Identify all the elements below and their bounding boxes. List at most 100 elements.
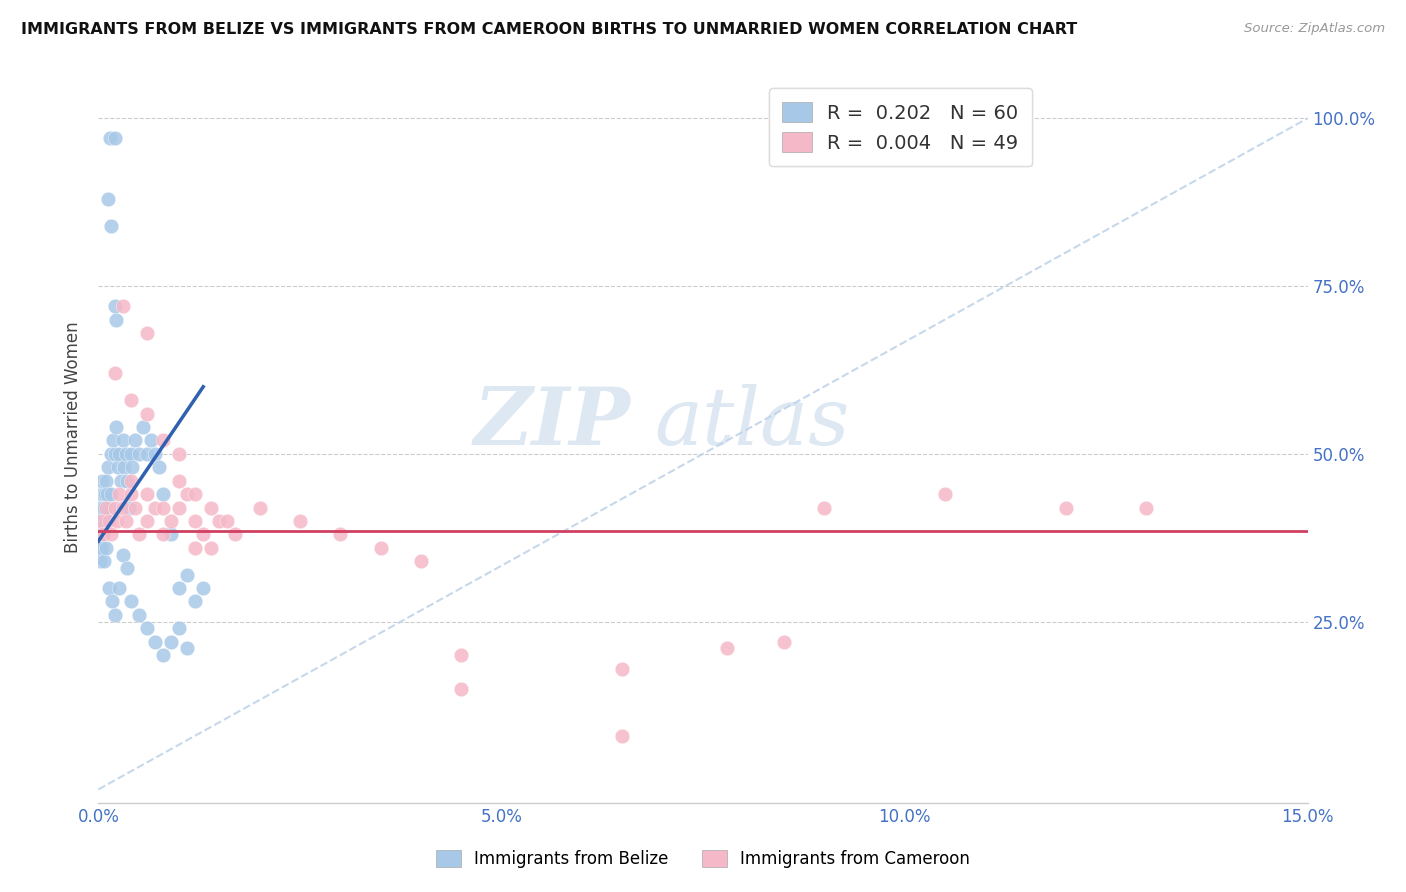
Point xyxy=(90,527,112,541)
Point xyxy=(105,514,128,528)
Point xyxy=(120,487,142,501)
Point xyxy=(97,192,120,206)
Point xyxy=(135,514,157,528)
Point xyxy=(224,527,246,541)
Point xyxy=(184,514,207,528)
Point xyxy=(217,514,239,528)
Point xyxy=(115,561,138,575)
Point xyxy=(813,500,835,515)
Legend: Immigrants from Belize, Immigrants from Cameroon: Immigrants from Belize, Immigrants from … xyxy=(429,843,977,875)
Point xyxy=(120,393,142,408)
Point xyxy=(193,581,215,595)
Text: ZIP: ZIP xyxy=(474,384,630,461)
Point xyxy=(176,567,198,582)
Point xyxy=(120,447,142,461)
Point xyxy=(103,131,125,145)
Point xyxy=(772,634,794,648)
Point xyxy=(132,420,155,434)
Point xyxy=(94,487,117,501)
Point xyxy=(100,447,122,461)
Point xyxy=(103,607,125,622)
Point xyxy=(100,487,122,501)
Point xyxy=(90,514,112,528)
Point xyxy=(111,299,134,313)
Point xyxy=(128,607,150,622)
Point xyxy=(121,460,143,475)
Point xyxy=(288,514,311,528)
Point xyxy=(612,729,634,743)
Point xyxy=(97,514,120,528)
Point xyxy=(167,581,190,595)
Point xyxy=(450,648,472,662)
Point xyxy=(160,514,183,528)
Point xyxy=(91,527,114,541)
Point xyxy=(329,527,352,541)
Point xyxy=(200,541,222,555)
Point xyxy=(96,487,118,501)
Point xyxy=(208,514,231,528)
Point xyxy=(184,594,207,608)
Point xyxy=(94,514,117,528)
Point xyxy=(409,554,432,568)
Point xyxy=(1135,500,1157,515)
Point xyxy=(108,487,131,501)
Point xyxy=(111,434,134,448)
Point xyxy=(167,621,190,635)
Point xyxy=(143,634,166,648)
Point xyxy=(103,500,125,515)
Point xyxy=(110,474,132,488)
Point xyxy=(143,447,166,461)
Point xyxy=(128,447,150,461)
Point xyxy=(167,447,190,461)
Point xyxy=(97,500,120,515)
Point xyxy=(249,500,271,515)
Point xyxy=(176,641,198,656)
Point xyxy=(160,634,183,648)
Point xyxy=(135,326,157,340)
Text: Source: ZipAtlas.com: Source: ZipAtlas.com xyxy=(1244,22,1385,36)
Point xyxy=(135,487,157,501)
Point xyxy=(152,487,174,501)
Point xyxy=(200,500,222,515)
Point xyxy=(160,527,183,541)
Point xyxy=(103,367,125,381)
Point xyxy=(152,648,174,662)
Point xyxy=(101,594,124,608)
Point xyxy=(184,541,207,555)
Point xyxy=(176,487,198,501)
Point xyxy=(91,474,114,488)
Point xyxy=(89,500,111,515)
Legend: R =  0.202   N = 60, R =  0.004   N = 49: R = 0.202 N = 60, R = 0.004 N = 49 xyxy=(769,88,1032,167)
Point xyxy=(135,621,157,635)
Point xyxy=(107,581,129,595)
Point xyxy=(111,548,134,562)
Point xyxy=(128,527,150,541)
Point xyxy=(139,434,162,448)
Point xyxy=(167,500,190,515)
Point xyxy=(143,500,166,515)
Point xyxy=(120,594,142,608)
Point xyxy=(1054,500,1077,515)
Point xyxy=(112,460,135,475)
Point xyxy=(97,581,120,595)
Point xyxy=(193,527,215,541)
Point xyxy=(152,434,174,448)
Point xyxy=(96,474,118,488)
Point xyxy=(152,527,174,541)
Point xyxy=(716,641,738,656)
Point xyxy=(114,514,136,528)
Point xyxy=(120,474,142,488)
Point xyxy=(91,541,114,555)
Point xyxy=(612,662,634,676)
Text: IMMIGRANTS FROM BELIZE VS IMMIGRANTS FROM CAMEROON BIRTHS TO UNMARRIED WOMEN COR: IMMIGRANTS FROM BELIZE VS IMMIGRANTS FRO… xyxy=(21,22,1077,37)
Point xyxy=(101,434,124,448)
Point xyxy=(118,500,141,515)
Point xyxy=(184,487,207,501)
Point xyxy=(100,527,122,541)
Point xyxy=(152,500,174,515)
Point xyxy=(98,131,121,145)
Point xyxy=(103,299,125,313)
Point xyxy=(97,460,120,475)
Point xyxy=(90,487,112,501)
Point xyxy=(89,541,111,555)
